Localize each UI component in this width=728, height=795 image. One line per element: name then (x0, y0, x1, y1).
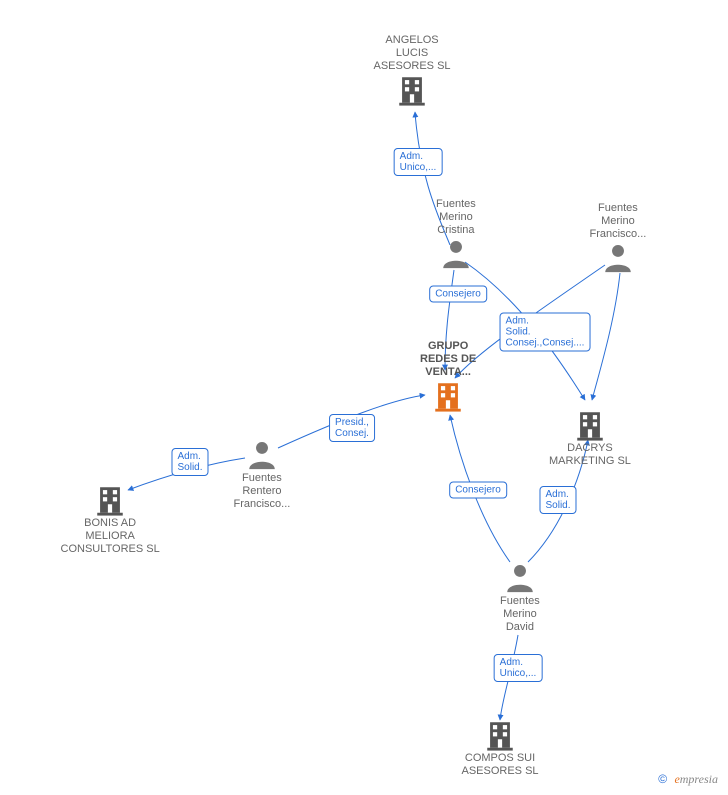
node-label: Fuentes Merino Cristina (436, 198, 476, 237)
network-diagram: Adm. Unico,... Consejero Adm. Solid. Conse… (0, 0, 728, 795)
person-icon (503, 561, 537, 595)
edge-label-francisco_r-grupo: Presid., Consej. (329, 414, 375, 442)
building-icon (93, 483, 127, 517)
node-label: GRUPO REDES DE VENTA... (420, 340, 476, 379)
node-dacrys: DACRYS MARKETING SL (549, 408, 631, 468)
person-icon (601, 241, 635, 275)
node-bonis: BONIS AD MELIORA CONSULTORES SL (61, 483, 160, 556)
edge-label-david-dacrys: Adm. Solid. (539, 486, 576, 514)
node-francisco_r: Fuentes Rentero Francisco... (234, 438, 291, 511)
node-cristina: Fuentes Merino Cristina (436, 198, 476, 271)
edge-label-francisco_r-bonis: Adm. Solid. (171, 448, 208, 476)
edge-label-david-compos: Adm. Unico,... (494, 654, 543, 682)
node-grupo: GRUPO REDES DE VENTA... (420, 340, 476, 413)
node-angelos: ANGELOS LUCIS ASESORES SL (374, 34, 451, 107)
person-icon (245, 438, 279, 472)
copyright-symbol: © (658, 772, 667, 786)
node-label: Fuentes Rentero Francisco... (234, 472, 291, 511)
node-francisco_m: Fuentes Merino Francisco... (590, 202, 647, 275)
node-label: ANGELOS LUCIS ASESORES SL (374, 34, 451, 73)
edge-label-david-grupo: Consejero (449, 482, 507, 499)
building-icon (483, 718, 517, 752)
building-icon (573, 408, 607, 442)
edge-francisco_m-dacrys (592, 273, 620, 400)
edges-layer (0, 0, 728, 795)
node-label: Fuentes Merino David (500, 595, 540, 634)
person-icon (439, 237, 473, 271)
edge-label-cristina-angelos: Adm. Unico,... (394, 148, 443, 176)
building-icon (431, 379, 465, 413)
node-label: Fuentes Merino Francisco... (590, 202, 647, 241)
node-label: DACRYS MARKETING SL (549, 442, 631, 468)
building-icon (395, 73, 429, 107)
edge-label-francisco_m-grupo: Adm. Solid. Consej.,Consej.... (500, 313, 591, 352)
edge-label-cristina-grupo: Consejero (429, 286, 487, 303)
node-label: BONIS AD MELIORA CONSULTORES SL (61, 517, 160, 556)
node-david: Fuentes Merino David (500, 561, 540, 634)
brand-rest: mpresia (680, 772, 718, 786)
footer-attribution: © empresia (658, 772, 718, 787)
node-compos: COMPOS SUI ASESORES SL (462, 718, 539, 778)
node-label: COMPOS SUI ASESORES SL (462, 752, 539, 778)
